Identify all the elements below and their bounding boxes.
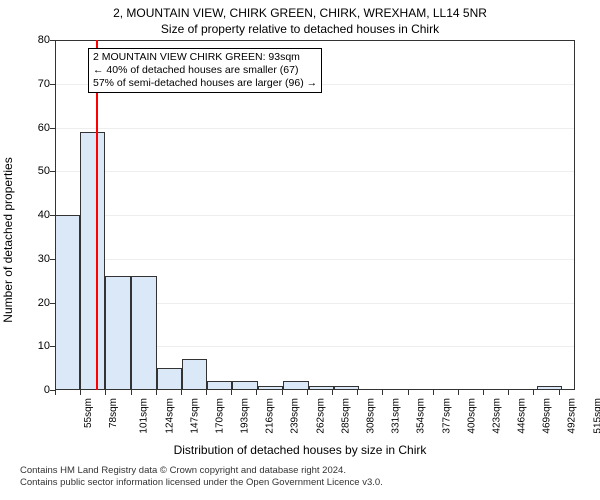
x-tick-label: 285sqm: [340, 398, 351, 434]
x-tick-label: 101sqm: [139, 398, 150, 434]
y-tick-mark: [50, 84, 55, 85]
x-tick-label: 262sqm: [315, 398, 326, 434]
x-tick-label: 331sqm: [391, 398, 402, 434]
y-tick-label: 20: [10, 297, 50, 309]
x-tick-mark: [483, 390, 484, 395]
x-tick-mark: [382, 390, 383, 395]
y-tick-mark: [50, 40, 55, 41]
x-tick-mark: [131, 390, 132, 395]
plot-area: 2 MOUNTAIN VIEW CHIRK GREEN: 93sqm ← 40%…: [55, 40, 575, 390]
y-tick-label: 40: [10, 209, 50, 221]
x-tick-mark: [307, 390, 308, 395]
x-tick-label: 515sqm: [592, 398, 600, 434]
x-tick-label: 147sqm: [189, 398, 200, 434]
x-tick-mark: [282, 390, 283, 395]
x-tick-label: 124sqm: [164, 398, 175, 434]
annotation-box: 2 MOUNTAIN VIEW CHIRK GREEN: 93sqm ← 40%…: [88, 48, 322, 93]
x-tick-mark: [256, 390, 257, 395]
x-tick-label: 400sqm: [466, 398, 477, 434]
x-tick-mark: [559, 390, 560, 395]
y-tick-label: 60: [10, 122, 50, 134]
x-tick-mark: [80, 390, 81, 395]
x-tick-mark: [533, 390, 534, 395]
y-tick-label: 30: [10, 253, 50, 265]
x-tick-label: 55sqm: [83, 398, 94, 428]
y-tick-label: 70: [10, 78, 50, 90]
y-tick-mark: [50, 259, 55, 260]
x-tick-mark: [181, 390, 182, 395]
annotation-line-1: 2 MOUNTAIN VIEW CHIRK GREEN: 93sqm: [93, 51, 317, 64]
x-tick-label: 446sqm: [517, 398, 528, 434]
y-tick-mark: [50, 128, 55, 129]
x-tick-mark: [105, 390, 106, 395]
y-tick-label: 50: [10, 165, 50, 177]
chart-title: Size of property relative to detached ho…: [0, 22, 600, 36]
footer-line-2: Contains public sector information licen…: [20, 477, 590, 489]
x-tick-mark: [408, 390, 409, 395]
x-tick-label: 239sqm: [290, 398, 301, 434]
attribution-footer: Contains HM Land Registry data © Crown c…: [20, 465, 590, 489]
x-tick-mark: [206, 390, 207, 395]
x-tick-label: 193sqm: [240, 398, 251, 434]
x-tick-mark: [508, 390, 509, 395]
x-tick-label: 469sqm: [542, 398, 553, 434]
x-tick-label: 377sqm: [441, 398, 452, 434]
x-tick-label: 170sqm: [214, 398, 225, 434]
x-tick-mark: [433, 390, 434, 395]
y-tick-mark: [50, 346, 55, 347]
x-axis-label: Distribution of detached houses by size …: [0, 443, 600, 457]
annotation-line-2: ← 40% of detached houses are smaller (67…: [93, 64, 317, 77]
x-tick-mark: [156, 390, 157, 395]
page-root: 2, MOUNTAIN VIEW, CHIRK GREEN, CHIRK, WR…: [0, 0, 600, 500]
y-tick-label: 0: [10, 384, 50, 396]
footer-line-1: Contains HM Land Registry data © Crown c…: [20, 465, 590, 477]
x-tick-mark: [55, 390, 56, 395]
x-tick-label: 492sqm: [567, 398, 578, 434]
x-tick-label: 308sqm: [366, 398, 377, 434]
y-tick-mark: [50, 303, 55, 304]
x-tick-label: 354sqm: [416, 398, 427, 434]
y-tick-mark: [50, 215, 55, 216]
chart-supertitle: 2, MOUNTAIN VIEW, CHIRK GREEN, CHIRK, WR…: [0, 6, 600, 20]
x-tick-label: 78sqm: [108, 398, 119, 428]
x-tick-mark: [231, 390, 232, 395]
y-tick-label: 10: [10, 340, 50, 352]
y-tick-mark: [50, 171, 55, 172]
x-tick-mark: [458, 390, 459, 395]
x-tick-mark: [332, 390, 333, 395]
x-tick-label: 216sqm: [265, 398, 276, 434]
annotation-line-3: 57% of semi-detached houses are larger (…: [93, 77, 317, 90]
x-tick-mark: [357, 390, 358, 395]
x-tick-label: 423sqm: [491, 398, 502, 434]
y-tick-label: 80: [10, 34, 50, 46]
